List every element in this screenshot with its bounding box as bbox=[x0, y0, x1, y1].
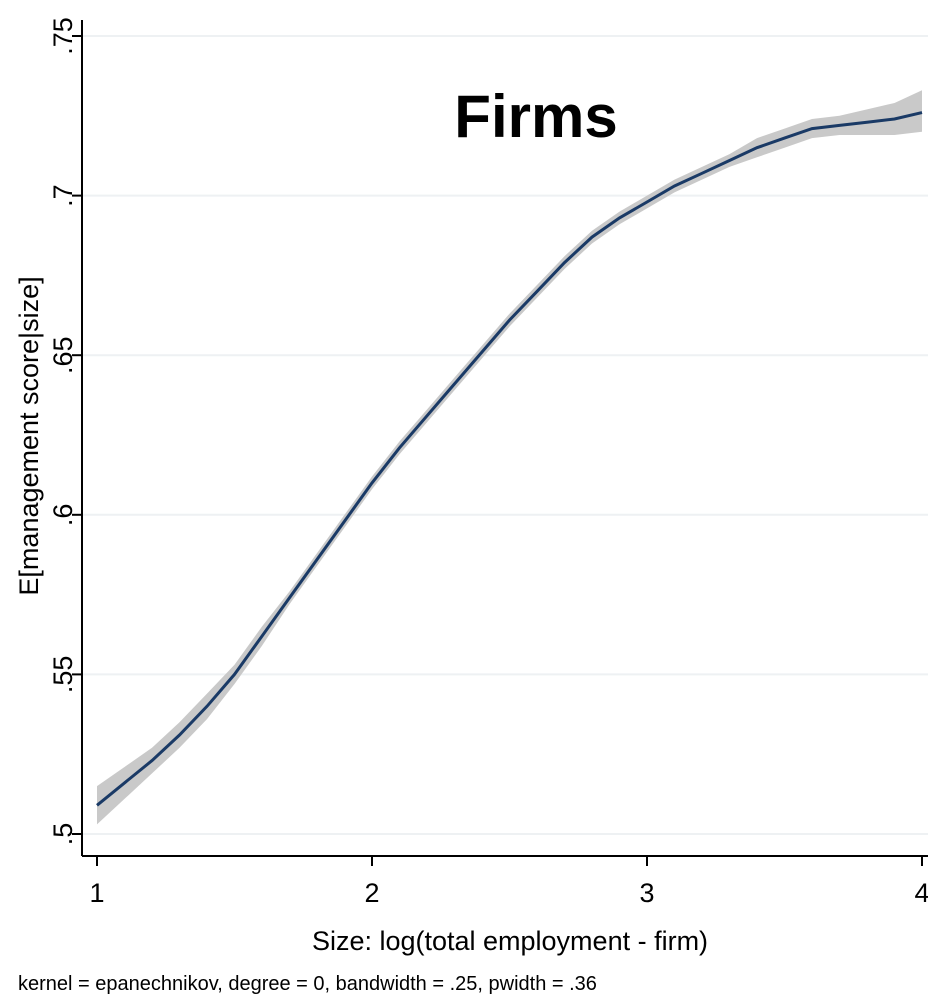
gridlines bbox=[82, 35, 928, 835]
x-tick-label: 1 bbox=[89, 878, 104, 908]
kernel-note: kernel = epanechnikov, degree = 0, bandw… bbox=[18, 973, 597, 995]
y-tick-label: .75 bbox=[48, 17, 78, 55]
y-tick-label: .7 bbox=[48, 184, 78, 207]
y-tick-label: .5 bbox=[48, 823, 78, 846]
y-axis-title: E[management score|size] bbox=[14, 276, 44, 595]
y-tick-label: .65 bbox=[48, 336, 78, 374]
chart-title: Firms bbox=[454, 83, 617, 150]
y-ticks: .5 .55 .6 .65 .7 .75 bbox=[48, 17, 82, 845]
y-tick-label: .6 bbox=[48, 504, 78, 527]
x-tick-label: 2 bbox=[364, 878, 379, 908]
x-tick-label: 3 bbox=[639, 878, 654, 908]
y-tick-label: .55 bbox=[48, 656, 78, 694]
x-ticks: 1 2 3 4 bbox=[89, 856, 928, 908]
regression-line bbox=[96, 111, 923, 807]
x-tick-label: 4 bbox=[914, 878, 928, 908]
x-axis-title: Size: log(total employment - firm) bbox=[312, 926, 708, 956]
